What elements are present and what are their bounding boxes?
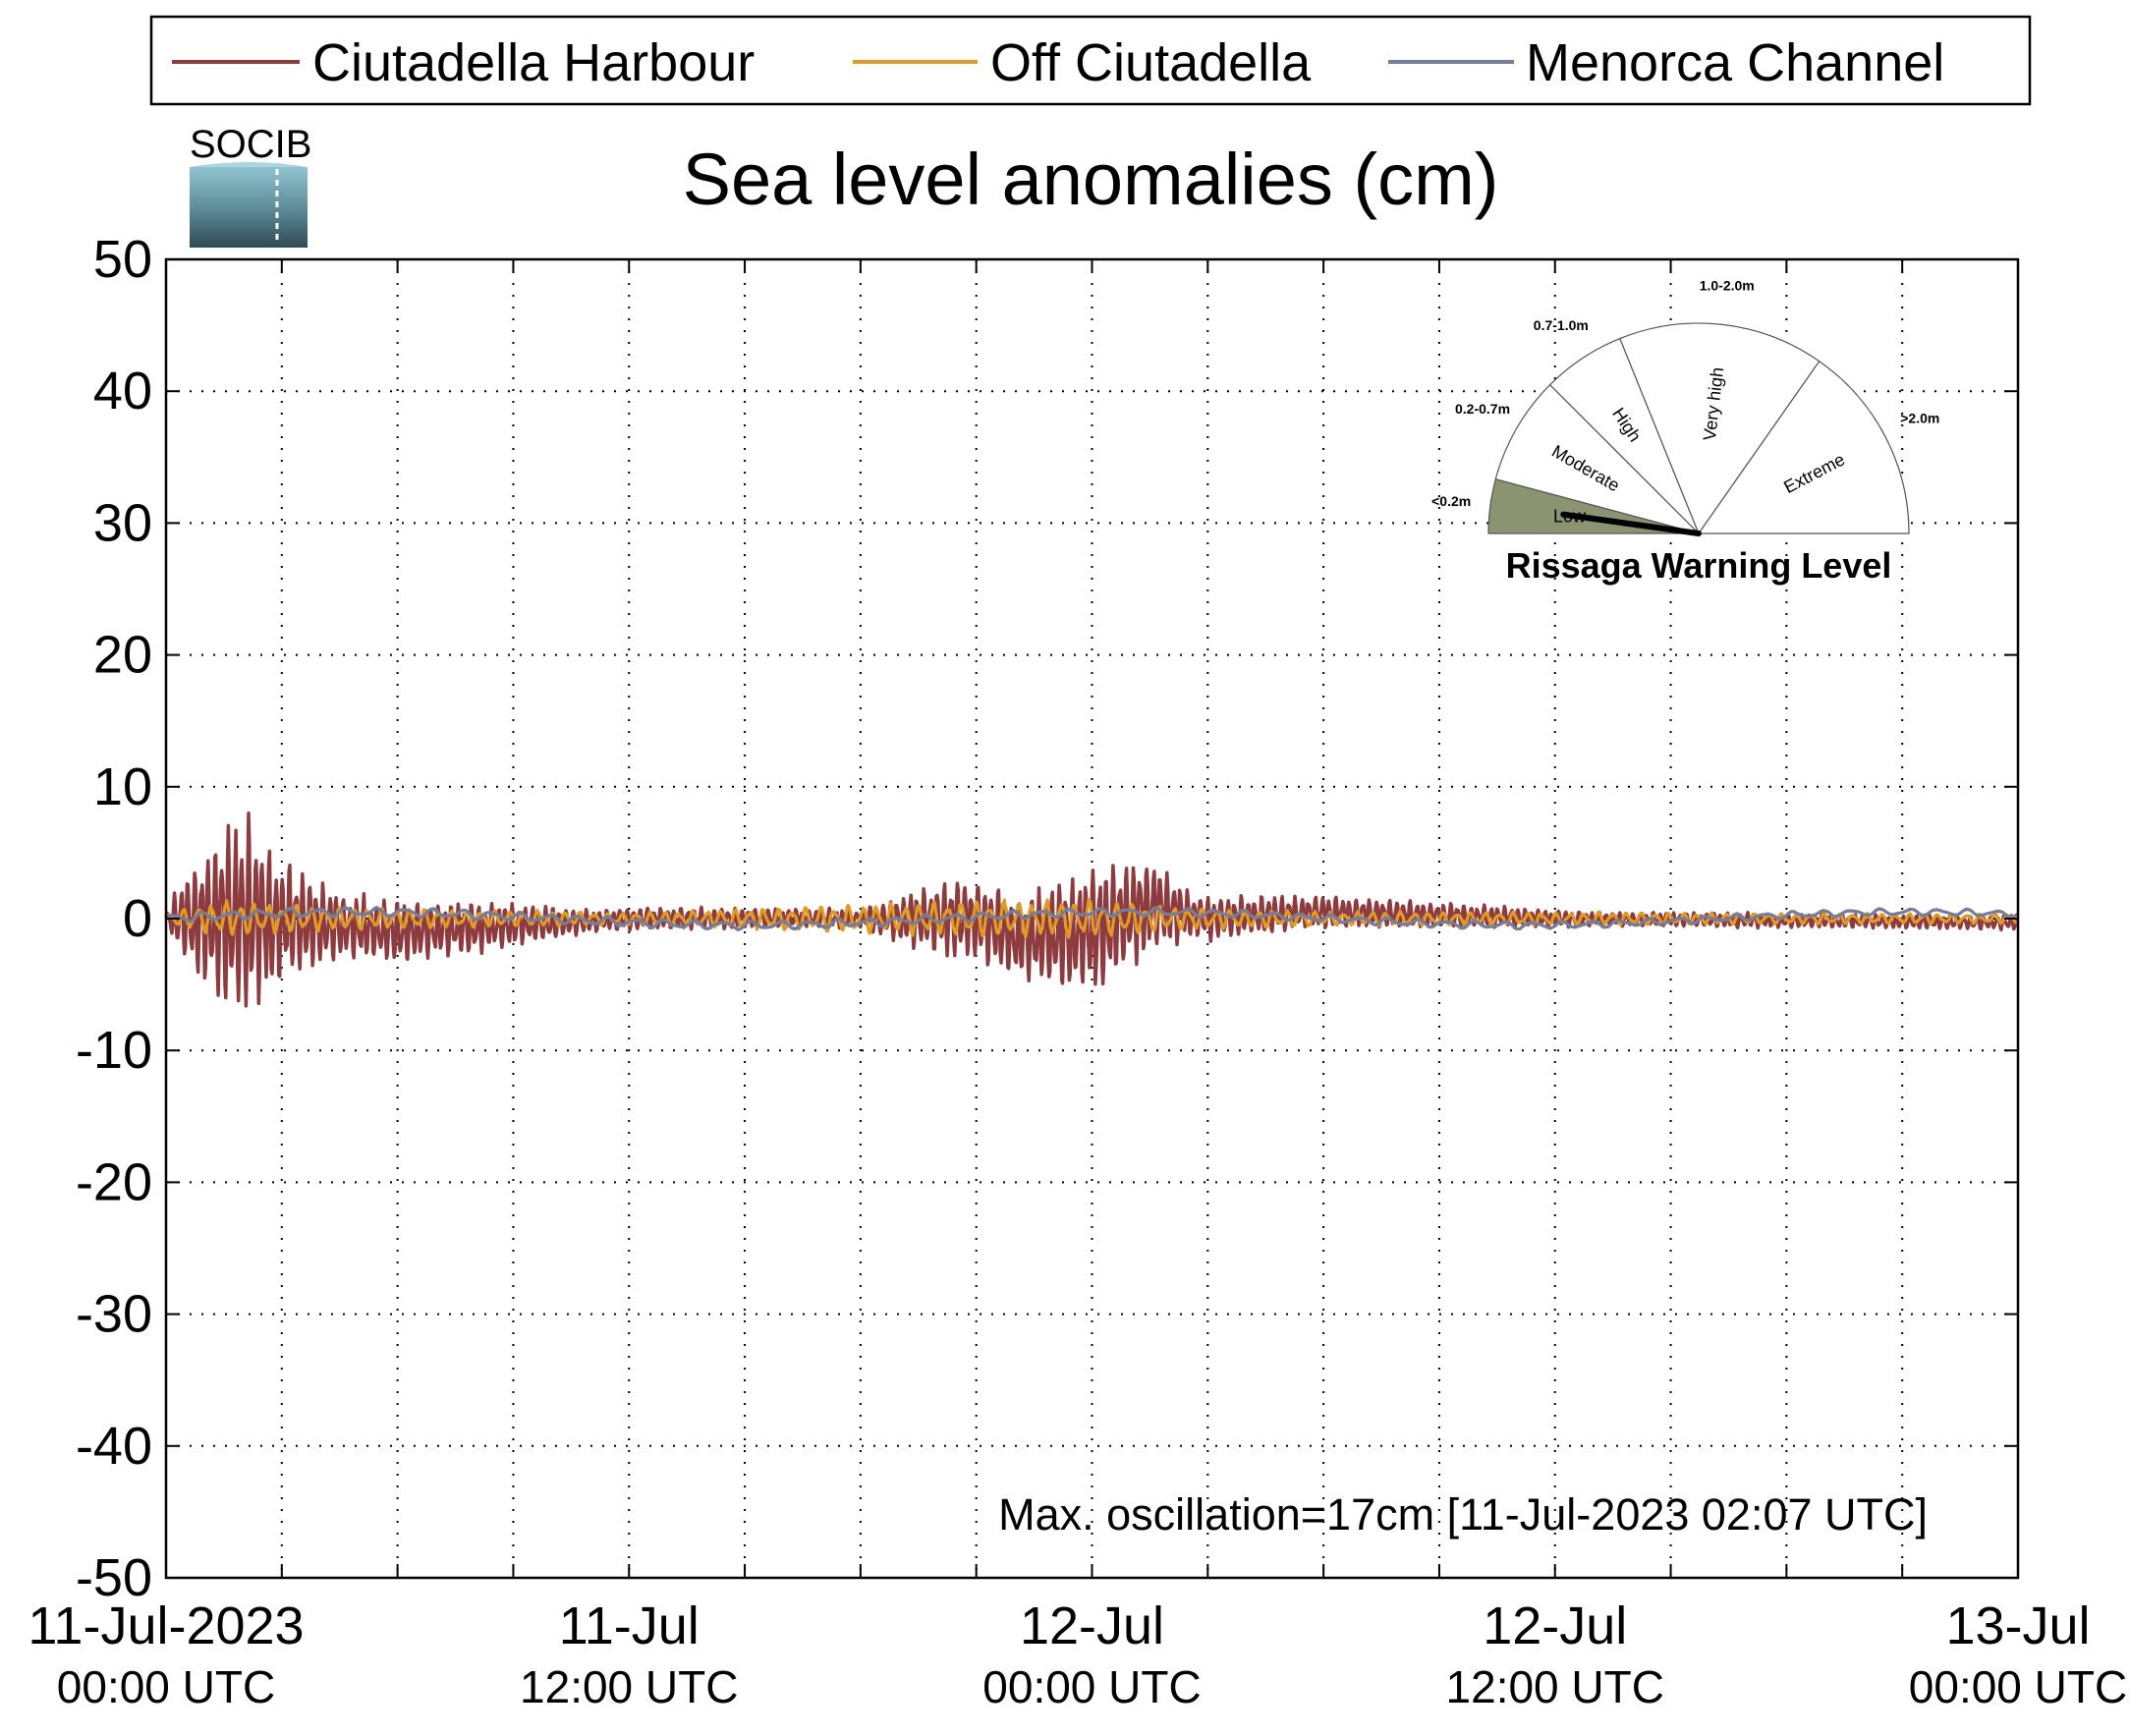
x-tick-label-date: 11-Jul — [559, 1596, 700, 1655]
gauge-range-label: 0.7-1.0m — [1534, 317, 1589, 333]
y-tick-label: -40 — [76, 1417, 152, 1476]
x-tick-label-time: 00:00 UTC — [982, 1661, 1201, 1712]
x-axis: 11-Jul-2023 00:00 UTC 11-Jul 12:00 UTC 12-Ju… — [28, 259, 2127, 1712]
y-tick-label: -10 — [76, 1021, 152, 1080]
gauge-range-label: <0.2m — [1431, 493, 1471, 509]
gauge-segment-extreme — [1697, 360, 1910, 534]
series-layer — [164, 811, 2020, 1008]
y-tick-label: -20 — [76, 1152, 152, 1211]
legend-label-off-ciutadella: Off Ciutadella — [990, 33, 1312, 92]
gauge-needle — [1560, 511, 1702, 536]
x-tick-label-time: 12:00 UTC — [520, 1661, 738, 1712]
x-tick-label-date: 11-Jul-2023 — [28, 1596, 304, 1655]
x-tick-label-date: 12-Jul — [1483, 1596, 1627, 1655]
series-menorca-channel — [164, 906, 2019, 932]
y-tick-label: 20 — [93, 626, 152, 685]
y-tick-label: -50 — [76, 1548, 152, 1607]
y-tick-label: 40 — [93, 362, 152, 420]
y-tick-label: 30 — [93, 493, 152, 552]
y-tick-label: 0 — [123, 889, 152, 948]
x-tick-label-time: 00:00 UTC — [1909, 1661, 2127, 1712]
legend-label-menorca-channel: Menorca Channel — [1526, 33, 1944, 92]
legend-label-ciutadella-harbour: Ciutadella Harbour — [312, 33, 755, 92]
legend-frame — [149, 15, 2032, 106]
gauge-segment-very-high — [1619, 322, 1821, 535]
y-tick-label: 50 — [93, 230, 152, 289]
max-oscillation-annotation: Max. oscillation=17cm [11-Jul-2023 02:07… — [998, 1489, 1928, 1540]
socib-logo-text: SOCIB — [190, 123, 311, 166]
x-tick-label-time: 00:00 UTC — [57, 1661, 275, 1712]
x-tick-label-date: 12-Jul — [1020, 1596, 1164, 1655]
gauge-range-label: 1.0-2.0m — [1700, 278, 1755, 294]
x-tick-label-time: 12:00 UTC — [1446, 1661, 1664, 1712]
gauge-title: Rissaga Warning Level — [1506, 545, 1892, 586]
legend-item-ciutadella-harbour: Ciutadella Harbour — [172, 33, 755, 92]
rissaga-warning-gauge: Low<0.2mModerate0.2-0.7mHigh0.7-1.0mVery… — [1431, 278, 1939, 586]
gauge-segment-moderate — [1494, 383, 1702, 535]
gauge-range-label: >2.0m — [1900, 411, 1939, 426]
legend: Ciutadella Harbour Off Ciutadella Menorc… — [149, 15, 2032, 106]
x-tick-label-date: 13-Jul — [1945, 1596, 2090, 1655]
chart-title: Sea level anomalies (cm) — [683, 139, 1499, 220]
y-tick-label: 10 — [93, 757, 152, 816]
series-ciutadella-harbour — [164, 811, 2020, 1008]
y-axis: -50 -40 -30 -20 -10 0 10 20 30 40 50 — [76, 230, 2018, 1607]
legend-item-off-ciutadella: Off Ciutadella — [853, 33, 1312, 92]
socib-logo: SOCIB — [190, 123, 311, 248]
socib-logo-graphic — [190, 167, 308, 248]
y-tick-label: -30 — [76, 1285, 152, 1344]
gauge-range-label: 0.2-0.7m — [1455, 401, 1510, 417]
legend-item-menorca-channel: Menorca Channel — [1388, 33, 1944, 92]
